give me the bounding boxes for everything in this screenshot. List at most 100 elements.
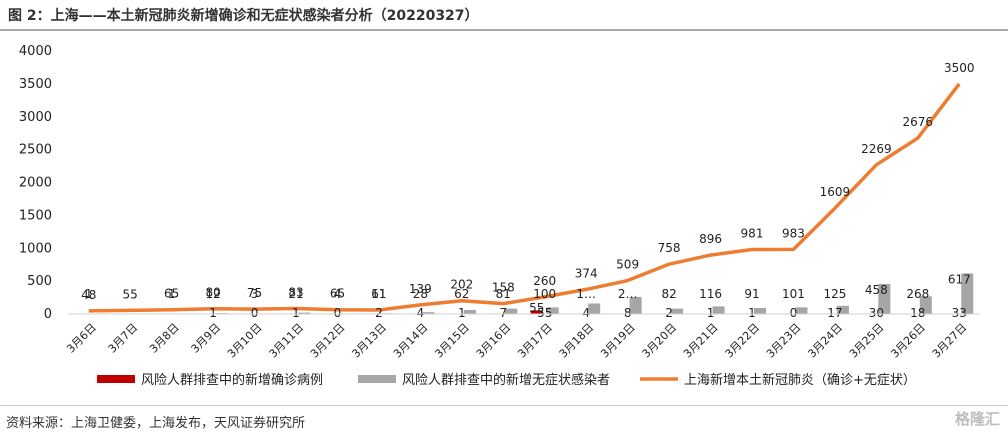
x-tick-label: 3月12日 — [308, 321, 348, 361]
x-tick-label: 3月22日 — [723, 321, 763, 361]
baseline-data-label: 2 — [665, 306, 673, 320]
legend-label: 风险人群排查中的新增无症状感染者 — [402, 372, 610, 388]
line-data-label: 65 — [330, 287, 345, 301]
bar-data-label: 21 — [288, 287, 303, 301]
baseline-data-label: 4 — [417, 306, 425, 320]
line-data-label: 65 — [164, 287, 179, 301]
bar-asymptomatic — [795, 307, 808, 314]
source-note: 资料来源：上海卫健委，上海发布，天风证券研究所 — [6, 416, 306, 431]
line-data-label: 981 — [741, 226, 764, 240]
x-tick-label: 3月18日 — [557, 321, 597, 361]
line-data-label: 1609 — [820, 185, 851, 199]
line-data-label: 2269 — [861, 142, 892, 156]
y-tick-label: 2000 — [19, 176, 52, 191]
x-tick-label: 3月8日 — [147, 321, 182, 356]
x-tick-label: 3月25日 — [847, 321, 887, 361]
bar-confirmed — [530, 310, 543, 314]
x-axis: 3月6日 3月7日 3月8日 3月9日 3月10日 3月11日 3月12日 3月13日 3月14… — [64, 313, 980, 361]
line-data-label: 3500 — [944, 61, 975, 75]
figure-title: 图 2：上海——本土新冠肺炎新增确诊和无症状感染者分析（20220327） — [8, 8, 479, 24]
line-data-label: 80 — [205, 286, 220, 300]
baseline-data-label: 1 — [707, 306, 715, 320]
bar-data-label: 28 — [413, 287, 428, 301]
line-data-label: 158 — [492, 281, 515, 295]
legend-swatch — [97, 375, 135, 383]
line-data-label: 374 — [575, 266, 598, 280]
x-tick-label: 3月27日 — [930, 321, 970, 361]
y-tick-label: 0 — [44, 307, 52, 322]
line-data-label: 2676 — [903, 115, 934, 129]
legend-swatch — [358, 375, 396, 383]
x-tick-label: 3月20日 — [640, 321, 680, 361]
x-tick-label: 3月17日 — [515, 321, 555, 361]
data-labels: 48 55 65 80 75 83 65 61 139 202 158 260374509758896… — [81, 61, 974, 320]
line-data-label: 202 — [450, 278, 473, 292]
legend-label: 上海新增本土新冠肺炎（确诊+无症状） — [684, 372, 916, 388]
baseline-data-label: 7 — [499, 306, 507, 320]
bar-data-label: 91 — [744, 287, 759, 301]
bar-data-label: 3 — [251, 287, 259, 301]
y-tick-label: 1500 — [19, 208, 52, 223]
bar-data-label: 1 — [85, 287, 93, 301]
x-tick-label: 3月9日 — [189, 321, 224, 356]
bar-asymptomatic — [919, 296, 932, 314]
line-data-label: 83 — [288, 286, 303, 300]
bar-data-label: 101 — [782, 287, 805, 301]
bar-asymptomatic — [712, 306, 725, 314]
bar-data-label: 1 — [168, 287, 176, 301]
baseline-data-label: 30 — [869, 306, 884, 320]
x-tick-label: 3月26日 — [888, 321, 928, 361]
line-data-label: 55 — [123, 287, 138, 301]
legend-label: 风险人群排查中的新增确诊病例 — [141, 372, 323, 388]
line-data-label: 139 — [409, 282, 432, 296]
bar-data-label: 12 — [205, 287, 220, 301]
line-series — [88, 82, 961, 313]
bar-asymptomatic — [629, 296, 642, 314]
baseline-data-label: 1 — [209, 306, 217, 320]
bar-data-label: 116 — [699, 287, 722, 301]
line-data-label: 75 — [247, 286, 262, 300]
x-tick-label: 3月15日 — [432, 321, 472, 361]
bar-asymptomatic — [505, 308, 518, 314]
title-divider — [0, 29, 1008, 31]
x-tick-label: 3月13日 — [349, 321, 389, 361]
x-tick-label: 3月24日 — [805, 321, 845, 361]
bar-asymptomatic — [546, 307, 559, 314]
baseline-data-label: 4 — [582, 306, 590, 320]
bar-asymptomatic — [422, 312, 435, 314]
bar-data-label: 1… — [576, 287, 596, 301]
bar-data-label: 55 — [529, 301, 544, 315]
y-tick-label: 2500 — [19, 143, 52, 158]
line-data-label: 48 — [81, 288, 96, 302]
baseline-data-label: 18 — [910, 306, 925, 320]
bar-data-label: 4 — [334, 287, 342, 301]
series-line — [88, 82, 961, 313]
x-tick-label: 3月16日 — [474, 321, 514, 361]
baseline-data-label: 33 — [952, 306, 967, 320]
bar-asymptomatic — [961, 273, 974, 314]
bar-data-label: 125 — [823, 287, 846, 301]
x-tick-label: 3月7日 — [106, 321, 141, 356]
y-tick-label: 500 — [27, 274, 52, 289]
baseline-data-label: 55 — [537, 306, 552, 320]
line-data-label: 509 — [616, 258, 639, 272]
x-tick-label: 3月19日 — [598, 321, 638, 361]
baseline-data-label: 1 — [458, 306, 466, 320]
line-data-label: 758 — [658, 241, 681, 255]
x-tick-label: 3月14日 — [391, 321, 431, 361]
footer-divider — [0, 405, 1008, 406]
x-tick-label: 3月6日 — [64, 321, 99, 356]
x-tick-label: 3月21日 — [681, 321, 721, 361]
bar-asymptomatic — [754, 308, 766, 314]
line-data-label: 896 — [699, 232, 722, 246]
line-data-label: 61 — [371, 287, 386, 301]
x-tick-label: 3月11日 — [267, 321, 307, 361]
baseline-data-label: 0 — [251, 306, 259, 320]
bar-asymptomatic — [298, 312, 310, 314]
bar-asymptomatic — [463, 309, 476, 314]
y-tick-label: 1000 — [19, 241, 52, 256]
baseline-data-label: 17 — [827, 306, 842, 320]
bar-asymptomatic — [836, 305, 849, 314]
baseline-data-label: 0 — [790, 306, 798, 320]
